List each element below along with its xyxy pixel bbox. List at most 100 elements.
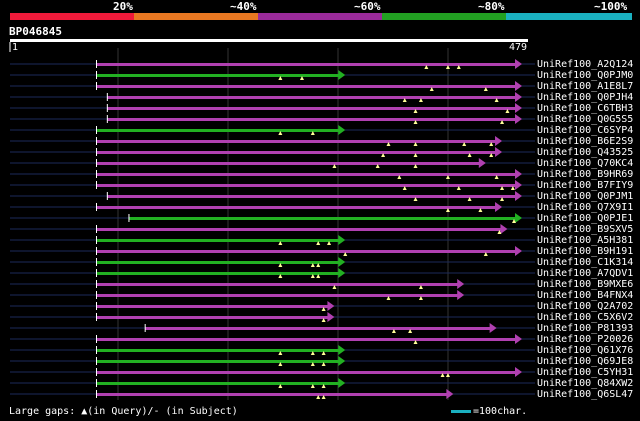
hit-row[interactable]: [10, 389, 535, 399]
gap-marker-icon: [494, 98, 499, 102]
gap-marker-icon: [445, 208, 450, 212]
hit-identifier[interactable]: UniRef100_B6E2S9: [537, 136, 634, 147]
hit-row[interactable]: [10, 334, 535, 344]
hit-identifier[interactable]: UniRef100_Q6SL47: [537, 389, 634, 400]
hit-bar: [96, 228, 502, 231]
hit-row[interactable]: [10, 136, 535, 146]
hit-row[interactable]: [10, 279, 535, 289]
gap-marker-icon: [445, 175, 450, 179]
hit-bar: [96, 294, 459, 297]
hit-identifier[interactable]: UniRef100_C6SYP4: [537, 125, 634, 136]
hit-row[interactable]: [10, 103, 535, 113]
hit-identifier[interactable]: UniRef100_Q70KC4: [537, 158, 634, 169]
hit-arrow-head: [495, 147, 503, 157]
hit-identifier[interactable]: UniRef100_B9H191: [537, 246, 634, 257]
gap-marker-icon: [413, 142, 418, 146]
gap-marker-icon: [321, 307, 326, 311]
hit-bar: [96, 239, 340, 242]
hit-row[interactable]: [10, 345, 535, 355]
query-id-label: BP046845: [9, 25, 62, 38]
gap-marker-icon: [418, 285, 423, 289]
query-start-label: 1: [12, 42, 19, 53]
gap-marker-icon: [381, 153, 386, 157]
hit-row[interactable]: [10, 147, 535, 157]
hit-identifier[interactable]: UniRef100_C5YH31: [537, 367, 634, 378]
hit-identifier[interactable]: UniRef100_B4FNX4: [537, 290, 634, 301]
hit-row[interactable]: [10, 92, 535, 102]
hit-identifier[interactable]: UniRef100_C5X6V2: [537, 312, 634, 323]
hit-identifier[interactable]: UniRef100_Q61X76: [537, 345, 634, 356]
hit-row[interactable]: [10, 81, 535, 91]
gap-marker-icon: [375, 164, 380, 168]
gap-marker-icon: [440, 373, 445, 377]
hit-row[interactable]: [10, 70, 535, 80]
hit-identifier[interactable]: UniRef100_A7QDV1: [537, 268, 634, 279]
hit-row[interactable]: [10, 125, 535, 135]
hit-bar: [96, 338, 516, 341]
hit-identifier[interactable]: UniRef100_A2Q124: [537, 59, 634, 70]
hit-row[interactable]: [10, 290, 535, 300]
hit-bar: [96, 261, 340, 264]
gap-marker-icon: [391, 329, 396, 333]
hit-identifier[interactable]: UniRef100_Q0PJM1: [537, 191, 634, 202]
hit-row[interactable]: [10, 312, 535, 322]
gap-marker-icon: [343, 252, 348, 256]
hit-row[interactable]: [10, 158, 535, 168]
gap-marker-icon: [310, 362, 315, 366]
hit-arrow-head: [446, 389, 454, 399]
hit-row[interactable]: [10, 191, 535, 201]
hit-identifier[interactable]: UniRef100_B7FIY9: [537, 180, 634, 191]
hit-arrow-head: [327, 301, 335, 311]
hit-row[interactable]: [10, 224, 535, 234]
hit-row[interactable]: [10, 257, 535, 267]
hit-row[interactable]: [10, 246, 535, 256]
hit-row[interactable]: [10, 202, 535, 212]
hit-row[interactable]: [10, 356, 535, 366]
gap-marker-icon: [278, 263, 283, 267]
hit-bar: [96, 140, 497, 143]
hit-identifier[interactable]: UniRef100_B9SXV5: [537, 224, 634, 235]
hit-row[interactable]: [10, 169, 535, 179]
gap-marker-icon: [456, 186, 461, 190]
gap-marker-icon: [402, 98, 407, 102]
gap-marker-icon: [321, 362, 326, 366]
hit-row[interactable]: [10, 235, 535, 245]
hit-identifier[interactable]: UniRef100_Q43525: [537, 147, 634, 158]
gap-marker-icon: [316, 274, 321, 278]
hit-row[interactable]: [10, 268, 535, 278]
identity-scale-label: ~40%: [230, 0, 257, 13]
hit-identifier[interactable]: UniRef100_A5H381: [537, 235, 634, 246]
hit-identifier[interactable]: UniRef100_B9HR69: [537, 169, 634, 180]
hit-identifier[interactable]: UniRef100_P81393: [537, 323, 634, 334]
hit-identifier[interactable]: UniRef100_Q69JE8: [537, 356, 634, 367]
hit-identifier[interactable]: UniRef100_B9MXE6: [537, 279, 634, 290]
hit-identifier[interactable]: UniRef100_A1E8L7: [537, 81, 634, 92]
hit-bar: [107, 96, 517, 99]
hit-row[interactable]: [10, 367, 535, 377]
hit-bar: [96, 283, 459, 286]
hit-arrow-head: [495, 202, 503, 212]
hit-arrow-head: [515, 334, 522, 344]
hit-row[interactable]: [10, 213, 535, 223]
hit-identifier[interactable]: UniRef100_C6TBH3: [537, 103, 634, 114]
hit-identifier[interactable]: UniRef100_Q0PJM0: [537, 70, 634, 81]
hit-row[interactable]: [10, 323, 535, 333]
hit-row[interactable]: [10, 59, 535, 69]
hit-row[interactable]: [10, 378, 535, 388]
hit-row[interactable]: [10, 180, 535, 190]
gap-marker-icon: [278, 274, 283, 278]
hit-bar: [96, 316, 329, 319]
hit-row[interactable]: [10, 301, 535, 311]
gap-marker-icon: [321, 384, 326, 388]
hit-identifier[interactable]: UniRef100_Q84XW2: [537, 378, 634, 389]
legend-100-char-bar: [451, 410, 471, 413]
gap-marker-icon: [500, 197, 505, 201]
hit-identifier[interactable]: UniRef100_Q7X9I1: [537, 202, 634, 213]
hit-row[interactable]: [10, 114, 535, 124]
hit-identifier[interactable]: UniRef100_Q2A702: [537, 301, 634, 312]
hit-identifier[interactable]: UniRef100_C1K314: [537, 257, 634, 268]
hit-identifier[interactable]: UniRef100_Q0PJH4: [537, 92, 634, 103]
hit-identifier[interactable]: UniRef100_P20026: [537, 334, 634, 345]
hit-identifier[interactable]: UniRef100_Q0G5S5: [537, 114, 634, 125]
hit-identifier[interactable]: UniRef100_Q0PJE1: [537, 213, 634, 224]
